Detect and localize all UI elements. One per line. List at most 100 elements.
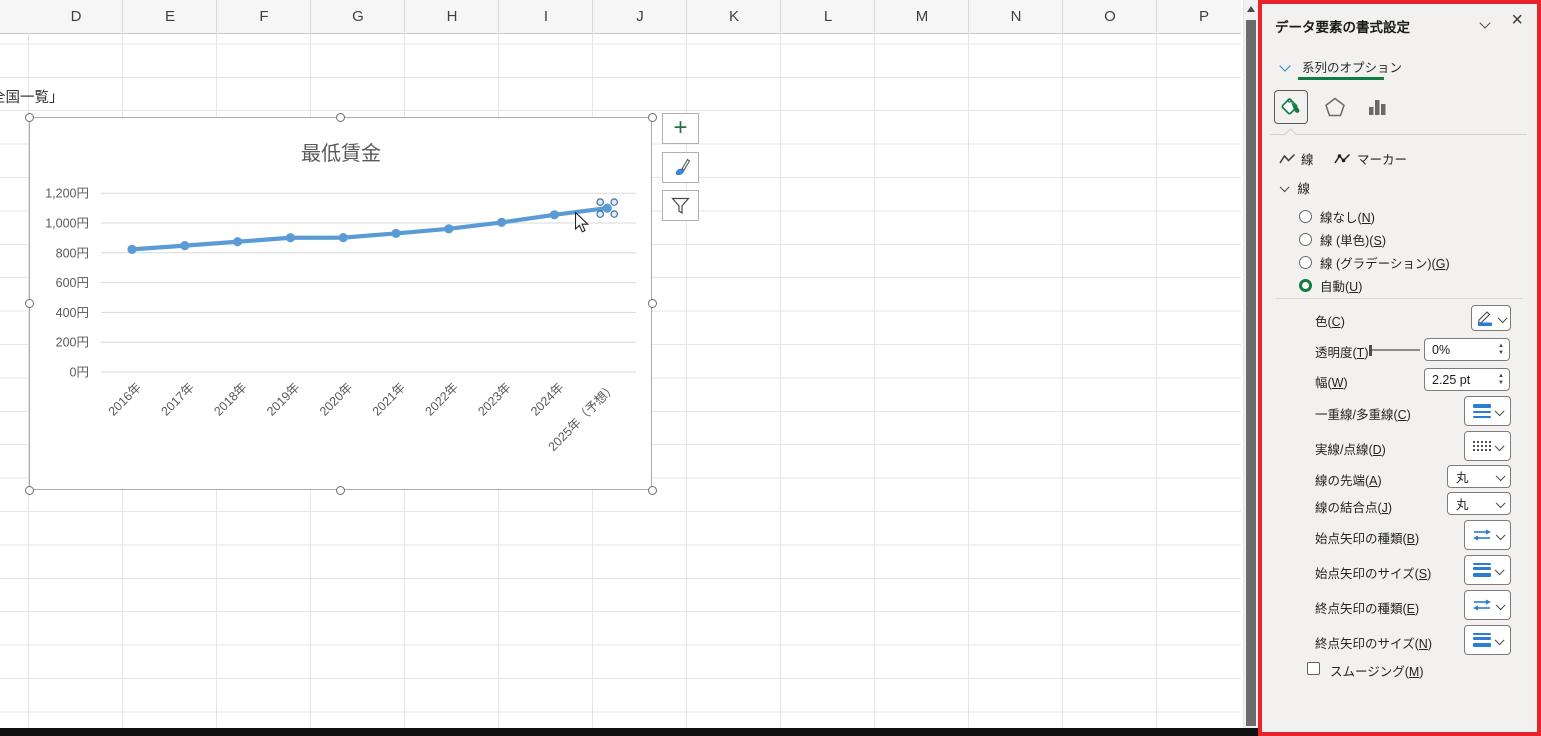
- data-point-marker[interactable]: [602, 203, 612, 213]
- data-point-selection-handle[interactable]: [610, 210, 619, 218]
- data-point-marker[interactable]: [338, 233, 348, 243]
- chevron-down-icon: [1495, 600, 1505, 610]
- line-zigzag-icon: [1279, 153, 1296, 163]
- column-header-M[interactable]: M: [915, 8, 929, 25]
- taskbar-strip: [0, 728, 1258, 736]
- column-header-band: D E F G H I J K L M N O P: [0, 0, 1241, 34]
- chart-selection-handle[interactable]: [24, 485, 34, 495]
- chart-selection-handle[interactable]: [335, 112, 345, 122]
- chart-filters-button[interactable]: [662, 190, 699, 221]
- data-point-selection-handle[interactable]: [596, 198, 605, 206]
- chart-elements-button[interactable]: +: [662, 113, 699, 144]
- data-point-marker[interactable]: [127, 244, 137, 254]
- subtab-marker[interactable]: マーカー: [1334, 149, 1407, 168]
- data-point-marker[interactable]: [180, 241, 190, 251]
- chart-selection-handle[interactable]: [24, 298, 34, 308]
- column-header-L[interactable]: L: [823, 8, 833, 25]
- data-point-marker[interactable]: [444, 224, 454, 234]
- compound-type-button[interactable]: [1464, 396, 1511, 426]
- smoothing-checkbox[interactable]: [1307, 662, 1320, 675]
- spinner-arrows-icon[interactable]: ▲ ▼: [1498, 373, 1504, 386]
- subtab-line[interactable]: 線: [1279, 149, 1314, 168]
- end-arrow-type-button[interactable]: [1464, 590, 1511, 620]
- chart-selection-handle[interactable]: [647, 485, 657, 495]
- scroll-up-arrow-icon[interactable]: [1247, 6, 1255, 12]
- begin-arrow-type-button[interactable]: [1464, 520, 1511, 550]
- column-header-D[interactable]: D: [70, 8, 82, 25]
- marker-zigzag-icon: [1334, 153, 1351, 163]
- radio-solid-line[interactable]: [1299, 232, 1312, 246]
- tab-series-options[interactable]: [1360, 90, 1394, 124]
- size-bars-icon: [1472, 562, 1491, 578]
- chart-selection-handle[interactable]: [647, 112, 657, 122]
- column-header-E[interactable]: E: [164, 8, 175, 25]
- cap-type-label: 線の先端(A): [1315, 474, 1382, 488]
- column-header-J[interactable]: J: [636, 8, 644, 25]
- close-icon[interactable]: ×: [1511, 9, 1523, 31]
- chart-selection-handle[interactable]: [24, 112, 34, 122]
- chevron-down-icon: [1494, 406, 1504, 416]
- transparency-input[interactable]: 0% ▲ ▼: [1424, 338, 1510, 361]
- radio-row-gradient[interactable]: 線 (グラデーション)(G): [1299, 253, 1450, 271]
- radio-gradient-line[interactable]: [1299, 255, 1312, 269]
- tab-effects[interactable]: [1318, 90, 1352, 124]
- radio-row-no-line[interactable]: 線なし(N): [1299, 207, 1375, 225]
- series-options-tab[interactable]: 系列のオプション: [1302, 61, 1403, 75]
- join-type-dropdown[interactable]: 丸: [1447, 492, 1511, 515]
- series-options-chevron-icon[interactable]: [1279, 60, 1291, 72]
- column-header-N[interactable]: N: [1010, 8, 1022, 25]
- chevron-down-icon: [1494, 441, 1504, 451]
- column-header-G[interactable]: G: [352, 8, 364, 25]
- y-tick-label: 400円: [56, 306, 89, 320]
- y-tick-label: 800円: [56, 246, 89, 260]
- color-label: 色(C): [1315, 315, 1345, 329]
- cap-type-dropdown[interactable]: 丸: [1447, 465, 1511, 488]
- minimum-wage-line-chart[interactable]: 1,200円 1,000円 800円 600円 400円 200円 0円 最低賃金 2016年 2…: [30, 118, 651, 489]
- end-arrow-size-button[interactable]: [1464, 625, 1511, 655]
- x-tick-label: 2021年: [370, 380, 408, 418]
- data-point-marker[interactable]: [391, 228, 401, 239]
- radio-automatic-label: 自動(U): [1320, 279, 1363, 294]
- width-input[interactable]: 2.25 pt ▲ ▼: [1424, 368, 1510, 391]
- column-header-K[interactable]: K: [728, 8, 739, 25]
- scrollbar-thumb[interactable]: [1246, 20, 1256, 726]
- width-value: 2.25 pt: [1432, 372, 1471, 387]
- radio-row-auto[interactable]: 自動(U): [1299, 276, 1362, 294]
- slider-thumb[interactable]: [1369, 344, 1372, 356]
- radio-automatic[interactable]: [1299, 278, 1312, 292]
- line-color-button[interactable]: [1471, 305, 1511, 331]
- column-header-H[interactable]: H: [446, 8, 458, 25]
- transparency-slider[interactable]: [1369, 344, 1420, 356]
- chart-selection-handle[interactable]: [335, 485, 345, 495]
- chart-title[interactable]: 最低賃金: [301, 142, 381, 165]
- data-point-selection-handle[interactable]: [596, 210, 605, 218]
- y-tick-label: 600円: [56, 276, 89, 290]
- dash-type-button[interactable]: [1464, 431, 1511, 461]
- data-series-line[interactable]: [129, 205, 610, 252]
- data-point-marker[interactable]: [549, 210, 560, 220]
- data-point-selection-handle[interactable]: [610, 198, 619, 206]
- chart-styles-button[interactable]: [662, 151, 699, 183]
- column-header-O[interactable]: O: [1104, 8, 1116, 25]
- line-section-label: 線: [1297, 182, 1311, 196]
- chart-container[interactable]: 1,200円 1,000円 800円 600円 400円 200円 0円 最低賃金 2016年 2…: [29, 117, 652, 490]
- chevron-down-icon[interactable]: [1479, 17, 1491, 29]
- data-point-marker[interactable]: [497, 217, 507, 228]
- vertical-scrollbar[interactable]: [1243, 0, 1258, 728]
- column-header-P[interactable]: P: [1198, 8, 1209, 25]
- radio-row-solid[interactable]: 線 (単色)(S): [1299, 230, 1386, 248]
- begin-arrow-size-button[interactable]: [1464, 555, 1511, 585]
- chart-selection-handle[interactable]: [647, 298, 657, 308]
- spinner-arrows-icon[interactable]: ▲ ▼: [1498, 343, 1504, 356]
- end-arrow-type-label: 終点矢印の種類(E): [1315, 602, 1420, 616]
- data-point-marker[interactable]: [285, 233, 295, 243]
- chevron-down-icon: [1495, 530, 1505, 540]
- radio-no-line[interactable]: [1299, 209, 1312, 223]
- data-point-marker[interactable]: [233, 237, 243, 247]
- paint-bucket-icon: [1281, 98, 1300, 115]
- tab-fill-line[interactable]: [1274, 90, 1308, 124]
- column-header-I[interactable]: I: [543, 8, 549, 25]
- line-section-header[interactable]: 線: [1279, 178, 1311, 197]
- column-header-F[interactable]: F: [259, 8, 269, 25]
- x-tick-label: 2020年: [317, 380, 355, 418]
